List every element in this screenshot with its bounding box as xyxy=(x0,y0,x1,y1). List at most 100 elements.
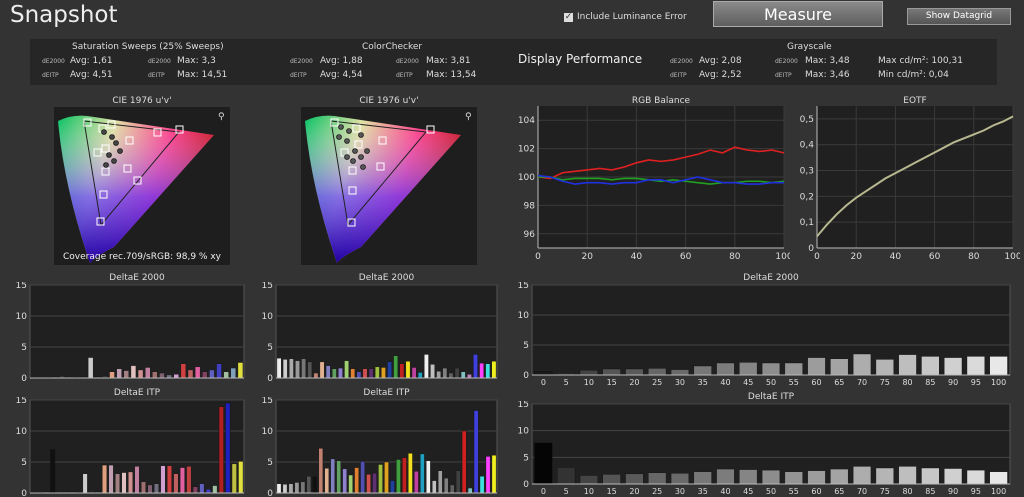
bar xyxy=(875,467,894,485)
bar xyxy=(152,371,158,379)
bar xyxy=(153,483,159,494)
y-tick-label: 15 xyxy=(518,401,529,410)
bar xyxy=(123,370,129,379)
gs-min-cd: Min cd/m²: 0,04 xyxy=(878,70,949,80)
x-tick-label: 65 xyxy=(834,378,844,387)
bar xyxy=(966,469,985,485)
show-datagrid-button[interactable]: Show Datagrid xyxy=(907,8,1011,25)
x-tick-label: 25 xyxy=(652,378,662,387)
y-tick-label: 15 xyxy=(16,282,27,291)
sat-deitp-label-2: dEITP xyxy=(148,72,165,79)
sat-maxitp: Max: 14,51 xyxy=(177,70,228,80)
zoom-icon[interactable]: ⚲ xyxy=(465,112,472,122)
bar xyxy=(225,402,231,494)
check-icon: ✓ xyxy=(564,11,573,22)
bar xyxy=(420,453,425,494)
bar xyxy=(384,461,389,494)
bar xyxy=(989,471,1008,485)
gs-max2000: Max: 3,48 xyxy=(805,56,850,66)
y-tick-label: 5 xyxy=(267,458,273,468)
cie-markers-2 xyxy=(330,118,435,227)
series-line xyxy=(816,115,1014,238)
deitp-sat-title: DeltaE ITP xyxy=(113,388,161,398)
bar xyxy=(390,480,395,494)
bar xyxy=(579,369,598,376)
bar xyxy=(437,470,443,494)
x-tick-label: 60 xyxy=(680,252,692,262)
zoom-icon[interactable]: ⚲ xyxy=(218,112,225,122)
bar xyxy=(491,454,497,494)
bar xyxy=(238,461,244,494)
x-tick-label: 60 xyxy=(929,252,941,262)
bar xyxy=(137,369,144,379)
bar xyxy=(479,476,485,494)
de2000-sat-title: DeltaE 2000 xyxy=(109,273,165,283)
bar xyxy=(216,363,222,379)
bar xyxy=(109,371,115,379)
bar xyxy=(199,483,205,494)
bar xyxy=(276,483,282,494)
bar xyxy=(648,368,667,376)
bar xyxy=(318,448,324,494)
bar xyxy=(301,358,306,379)
y-tick-label: 98 xyxy=(524,201,536,211)
include-luminance-checkbox[interactable]: ✓ Include Luminance Error xyxy=(564,12,687,22)
cie-title-1: CIE 1976 u'v' xyxy=(112,96,172,106)
gs-max-cd: Max cd/m²: 100,31 xyxy=(878,56,963,66)
bar xyxy=(348,474,353,494)
x-tick-label: 20 xyxy=(629,378,639,387)
cie-diagram-2[interactable]: ⚲ xyxy=(301,107,477,265)
bar xyxy=(212,485,218,494)
x-tick-label: 100 xyxy=(991,487,1006,496)
x-tick-label: 70 xyxy=(857,378,867,387)
y-tick-label: 5 xyxy=(267,343,273,353)
x-tick-label: 90 xyxy=(948,378,958,387)
de2000-sat-chart: 0 5 10 15 xyxy=(16,282,245,384)
deitp-sat-chart: 0 5 10 15 xyxy=(16,397,245,497)
cie-points-2 xyxy=(336,124,370,170)
sat-de2000-label: dE2000 xyxy=(42,58,65,65)
bar xyxy=(374,366,380,379)
bar xyxy=(128,471,133,494)
y-tick-label: 100 xyxy=(518,173,535,183)
cc-de2000-label: dE2000 xyxy=(290,58,313,65)
bar xyxy=(192,486,198,494)
bar xyxy=(670,369,690,376)
x-tick-label: 65 xyxy=(834,487,844,496)
bar xyxy=(160,465,166,494)
y-tick-label: 104 xyxy=(518,116,535,126)
y-tick-label: 0,5 xyxy=(800,115,814,125)
measure-button[interactable]: Measure xyxy=(713,1,883,27)
x-tick-label: 5 xyxy=(564,378,569,387)
x-tick-label: 20 xyxy=(850,252,862,262)
x-tick-label: 100 xyxy=(1004,252,1020,262)
bar xyxy=(276,357,282,379)
x-tick-label: 70 xyxy=(857,487,867,496)
cc-deitp-label-2: dEITP xyxy=(396,72,413,79)
bar xyxy=(921,467,940,485)
gamut-triangle xyxy=(330,120,427,227)
x-tick-label: 40 xyxy=(631,252,643,262)
bar xyxy=(761,469,781,485)
x-tick-label: 20 xyxy=(629,487,639,496)
x-tick-label: 10 xyxy=(584,378,594,387)
bar xyxy=(898,354,917,376)
eotf-title: EOTF xyxy=(903,96,927,106)
bar xyxy=(173,473,179,494)
x-tick-label: 40 xyxy=(720,487,730,496)
plot-area xyxy=(275,284,498,379)
y-tick-label: 10 xyxy=(262,312,274,322)
bar xyxy=(693,471,712,485)
cc-deitp-label: dEITP xyxy=(290,72,307,79)
cie-diagram-1[interactable]: ⚲ Coverage rec.709/sRGB: 98,9 % xy xyxy=(54,107,230,265)
rgb-balance-chart: 96 98 100 102 104 0 20 40 60 80 100 xyxy=(518,106,790,262)
bar xyxy=(414,471,419,494)
y-tick-label: 0 xyxy=(21,374,27,384)
bar xyxy=(223,371,229,379)
y-tick-label: 0,1 xyxy=(800,218,814,228)
bar xyxy=(408,453,413,494)
bar xyxy=(368,368,374,379)
y-tick-label: 15 xyxy=(262,397,273,406)
bar xyxy=(312,476,318,494)
x-tick-label: 55 xyxy=(789,487,799,496)
